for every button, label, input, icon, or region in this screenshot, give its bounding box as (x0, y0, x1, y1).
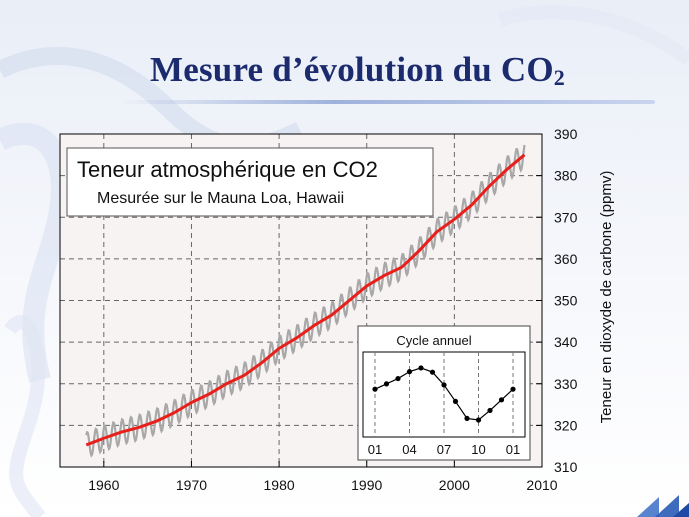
inset-point (406, 369, 413, 375)
inset-tick-label: 04 (402, 442, 416, 457)
inset-point (452, 398, 459, 405)
title-underline (120, 100, 655, 104)
slide-title-text: Mesure d’évolution du CO (150, 50, 554, 89)
inset-point (383, 381, 390, 387)
inset-tick-label: 10 (471, 442, 485, 457)
trend-co2-line (85, 153, 526, 447)
inset-point (429, 369, 436, 375)
x-tick-label: 2010 (526, 477, 557, 493)
inset-series (372, 365, 516, 423)
y-tick-label: 320 (554, 417, 578, 433)
y-axis-label: Teneur en dioxyde de carbone (ppmv) (598, 171, 615, 424)
monthly-co2-line (85, 144, 526, 458)
y-tick-label: 380 (554, 168, 578, 184)
series-layer (85, 144, 526, 458)
annual-cycle-inset: Cycle annuel 01 04 07 10 01 (357, 325, 531, 461)
inset-point (418, 365, 424, 371)
inset-grid (374, 352, 514, 437)
x-tick-label: 1960 (88, 477, 119, 493)
inset-tick-label: 01 (506, 442, 520, 457)
inset-title: Cycle annuel (396, 333, 471, 348)
chart-title: Teneur atmosphérique en CO2 (77, 157, 378, 182)
slide-title: Mesure d’évolution du CO2 (150, 50, 565, 90)
inset-point (441, 382, 447, 388)
y-tick-label: 330 (554, 376, 578, 392)
y-tick-label: 350 (554, 293, 578, 309)
co2-chart-panel: 1960 1970 1980 1990 2000 2010 310 320 330 340 350 3… (45, 127, 621, 496)
inset-point (464, 415, 470, 422)
chart-title-box: Teneur atmosphérique en CO2 Mesurée sur … (66, 147, 434, 217)
next-slide-arrows-icon[interactable] (629, 491, 689, 517)
y-tick-label: 340 (554, 334, 578, 350)
x-tick-label: 1970 (176, 477, 207, 493)
inset-point (498, 397, 505, 403)
y-tick-label: 310 (554, 459, 578, 475)
inset-point (510, 386, 516, 392)
slide-title-subscript: 2 (553, 65, 565, 90)
chart-subtitle: Mesurée sur le Mauna Loa, Hawaii (97, 190, 344, 207)
inset-ticks: 01 04 07 10 01 (368, 442, 520, 457)
y-tick-label: 370 (554, 209, 578, 225)
x-tick-label: 1990 (351, 477, 382, 493)
inset-point (487, 407, 493, 414)
ticks-layer: 1960 1970 1980 1990 2000 2010 310 320 330 340 350 3… (88, 127, 577, 493)
co2-chart: 1960 1970 1980 1990 2000 2010 310 320 330 340 350 3… (59, 127, 615, 493)
inset-tick-label: 07 (437, 442, 451, 457)
y-tick-label: 360 (554, 251, 578, 267)
inset-point (372, 386, 378, 392)
inset-point (395, 375, 401, 382)
inset-tick-label: 01 (368, 442, 382, 457)
y-tick-label: 390 (554, 127, 578, 142)
x-tick-label: 2000 (439, 477, 470, 493)
x-tick-label: 1980 (264, 477, 295, 493)
inset-point (475, 417, 482, 423)
